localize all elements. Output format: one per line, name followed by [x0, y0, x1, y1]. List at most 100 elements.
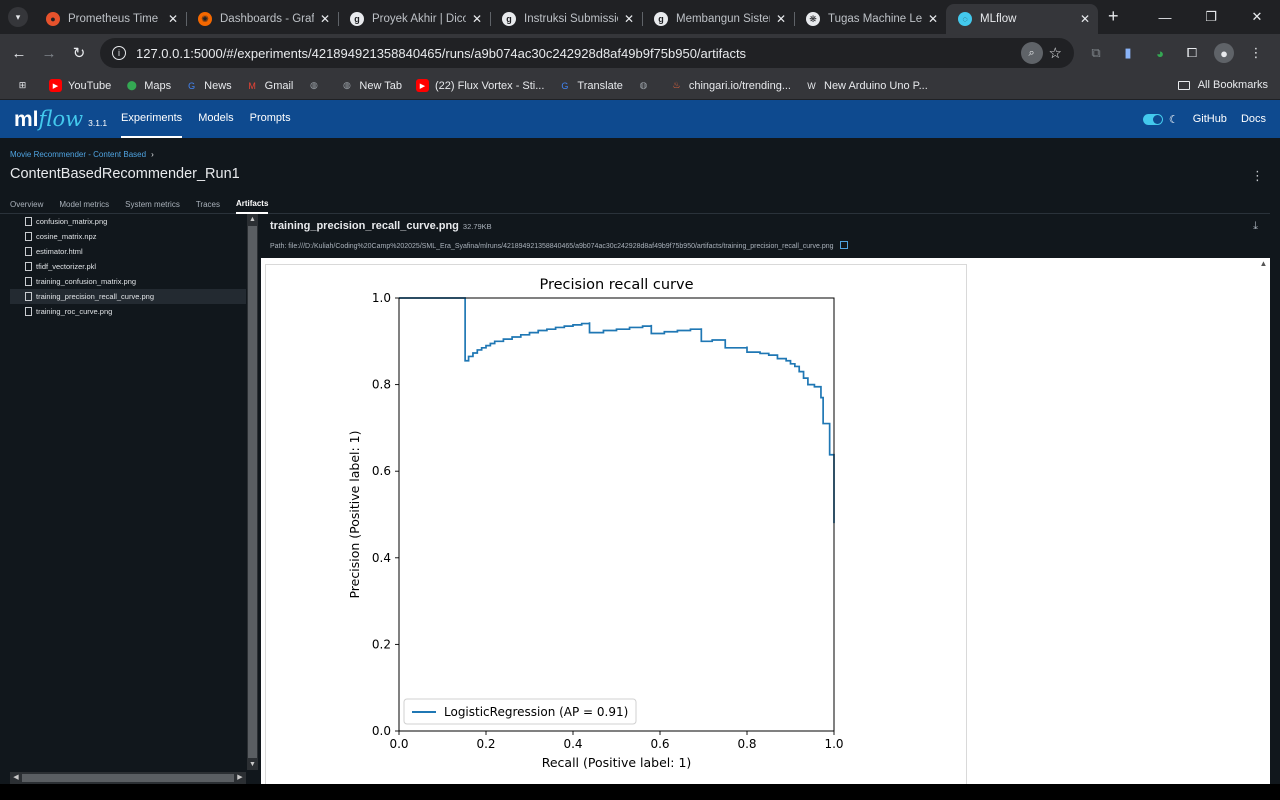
close-tab-icon[interactable]: ✕ [167, 12, 178, 26]
browser-tab[interactable]: g Membangun Sistem ✕ [642, 4, 794, 34]
bookmark-item[interactable]: ♨ chingari.io/trending... [670, 79, 791, 92]
bookmark-item[interactable]: ◍ [637, 79, 656, 92]
close-tab-icon[interactable]: ✕ [623, 12, 634, 26]
browser-tab[interactable]: ❋ Tugas Machine Learn ✕ [794, 4, 946, 34]
scrollbar-thumb[interactable] [22, 774, 234, 782]
bookmark-item[interactable]: ◍ New Tab [340, 79, 402, 92]
bookmark-item[interactable]: G Translate [558, 79, 622, 92]
tree-vertical-scrollbar[interactable]: ▲ ▼ [247, 214, 258, 770]
breadcrumb-experiment[interactable]: Movie Recommender - Content Based [10, 150, 147, 159]
tab-title: Dashboards - Grafan [220, 13, 314, 25]
scrollbar-thumb[interactable] [248, 226, 257, 758]
download-icon[interactable]: ⤓ [1253, 220, 1258, 232]
bottom-bar [0, 784, 1280, 800]
google-translate-icon: G [561, 80, 569, 91]
bookmark-item[interactable]: W New Arduino Uno P... [805, 79, 928, 92]
browser-tab[interactable]: ✺ Dashboards - Grafan ✕ [186, 4, 338, 34]
artifact-tree-item[interactable]: tfidf_vectorizer.pkl [10, 259, 246, 274]
theme-switch-icon[interactable] [1142, 113, 1163, 125]
tab-search-chevron-icon[interactable]: ▾ [8, 7, 28, 27]
artifact-image-viewer: 0.0 0.2 0.4 0.6 0.8 1.0 0.0 0.2 0.4 0.6 0.8 1.0 Prec… [261, 258, 1257, 784]
address-bar[interactable]: i 127.0.0.1:5000/#/experiments/421894921… [100, 38, 1074, 68]
tab-traces[interactable]: Traces [195, 199, 220, 209]
bookmark-label: YouTube [68, 79, 112, 92]
browser-tab[interactable]: ● Prometheus Time Se ✕ [34, 4, 186, 34]
close-tab-icon[interactable]: ✕ [471, 12, 482, 26]
run-options-kebab-icon[interactable]: ⋮ [1251, 168, 1264, 183]
site-info-icon[interactable]: i [112, 46, 126, 60]
nav-models[interactable]: Models [198, 112, 234, 124]
breadcrumb[interactable]: Movie Recommender - Content Based › [10, 150, 154, 159]
viewer-scroll-up-icon[interactable]: ▲ [1259, 259, 1268, 268]
browser-tab[interactable]: ◌ MLflow ✕ [946, 4, 1098, 34]
bookmark-item[interactable]: ⬤ Maps [125, 79, 171, 92]
mlflow-header: ml flow 3.1.1 Experiments Models Prompts ☾… [0, 100, 1280, 138]
extension-green-icon[interactable]: ◕ [1156, 45, 1164, 61]
maps-pin-icon: ⬤ [126, 80, 137, 90]
viewer-scrollbar-thumb[interactable] [1259, 272, 1268, 784]
scroll-left-arrow-icon[interactable]: ◀ [13, 774, 19, 781]
artifact-tree-item[interactable]: confusion_matrix.png [10, 214, 246, 229]
reload-icon[interactable]: ↻ [72, 45, 86, 62]
profile-avatar-icon[interactable]: ● [1214, 43, 1234, 63]
bookmark-list: ⊞ ▶ YouTube ⬤ Maps G News M Gmail ◍ ◍ New Tab ▶ (22) … [0, 79, 942, 92]
youtube-icon: ▶ [416, 79, 429, 92]
bookmark-item[interactable]: ▶ YouTube [49, 79, 111, 92]
mlflow-logo[interactable]: ml flow 3.1.1 [14, 107, 107, 132]
all-bookmarks[interactable]: All Bookmarks [1177, 79, 1268, 91]
apps-grid-icon: ⊞ [18, 80, 27, 90]
bookmark-star-icon[interactable]: ☆ [1048, 45, 1062, 62]
scroll-right-arrow-icon[interactable]: ▶ [237, 774, 243, 781]
legend-entry: LogisticRegression (AP = 0.91) [444, 705, 628, 719]
artifact-tree-item[interactable]: training_confusion_matrix.png [10, 274, 246, 289]
tab-artifacts[interactable]: Artifacts [235, 194, 269, 214]
chrome-menu-kebab-icon[interactable]: ⋮ [1249, 45, 1263, 60]
artifact-tree-item[interactable]: cosine_matrix.npz [10, 229, 246, 244]
tab-model-metrics[interactable]: Model metrics [59, 199, 110, 209]
scroll-down-arrow-icon[interactable]: ▼ [249, 761, 256, 768]
copy-icon[interactable] [839, 241, 848, 249]
url-text[interactable]: 127.0.0.1:5000/#/experiments/42189492135… [136, 45, 747, 61]
tree-horizontal-scrollbar[interactable]: ◀ ▶ [10, 772, 246, 784]
nav-prompts[interactable]: Prompts [249, 112, 291, 124]
close-window-icon[interactable]: ✕ [1251, 9, 1263, 24]
x-axis-label: Recall (Positive label: 1) [542, 755, 692, 770]
bookmark-item[interactable]: G News [185, 79, 232, 92]
maximize-icon[interactable]: ❐ [1205, 9, 1217, 24]
back-arrow-icon[interactable]: ← [11, 44, 27, 62]
close-tab-icon[interactable]: ✕ [775, 12, 786, 26]
minimize-icon[interactable]: — [1158, 9, 1172, 25]
nav-experiments[interactable]: Experiments [121, 100, 183, 138]
y-tick-label: 1.0 [372, 291, 391, 305]
viewer-scrollbar[interactable]: ▲ [1257, 258, 1270, 784]
scroll-up-arrow-icon[interactable]: ▲ [249, 216, 256, 223]
tab-system-metrics[interactable]: System metrics [125, 199, 180, 209]
theme-toggle[interactable]: ☾ [1142, 113, 1179, 126]
tab-copy-icon[interactable]: ⧉ [1091, 45, 1101, 60]
window-controls: — ❐ ✕ [1142, 0, 1280, 34]
forward-arrow-icon[interactable]: → [41, 44, 57, 62]
zoom-magnifier-icon[interactable]: ⌕ [1020, 42, 1043, 64]
close-tab-icon[interactable]: ✕ [927, 12, 938, 26]
y-tick-label: 0.2 [372, 637, 391, 651]
github-link[interactable]: GitHub [1192, 113, 1227, 125]
browser-tab[interactable]: g Proyek Akhir | Dicodi ✕ [338, 4, 490, 34]
close-tab-icon[interactable]: ✕ [1079, 12, 1090, 26]
extension-blue-icon[interactable]: ▮ [1124, 45, 1132, 60]
pr-curve-line [399, 297, 835, 524]
bookmark-item[interactable]: ◍ [307, 79, 326, 92]
bookmark-item[interactable]: M Gmail [246, 79, 293, 92]
artifact-tree-item[interactable]: training_precision_recall_curve.png [10, 289, 246, 304]
close-tab-icon[interactable]: ✕ [319, 12, 330, 26]
new-tab-plus-icon[interactable]: + [1108, 6, 1119, 26]
file-icon [25, 277, 32, 286]
tab-overview[interactable]: Overview [10, 199, 44, 209]
artifact-tree-item[interactable]: estimator.html [10, 244, 246, 259]
bookmark-item[interactable]: ▶ (22) Flux Vortex - Sti... [416, 79, 544, 92]
bookmark-item[interactable]: ⊞ [16, 79, 35, 92]
extensions-puzzle-icon[interactable]: ⧠ [1186, 45, 1198, 60]
docs-link[interactable]: Docs [1240, 113, 1266, 125]
file-icon [25, 307, 32, 316]
browser-tab[interactable]: g Instruksi Submission ✕ [490, 4, 642, 34]
artifact-tree-item[interactable]: training_roc_curve.png [10, 304, 246, 319]
